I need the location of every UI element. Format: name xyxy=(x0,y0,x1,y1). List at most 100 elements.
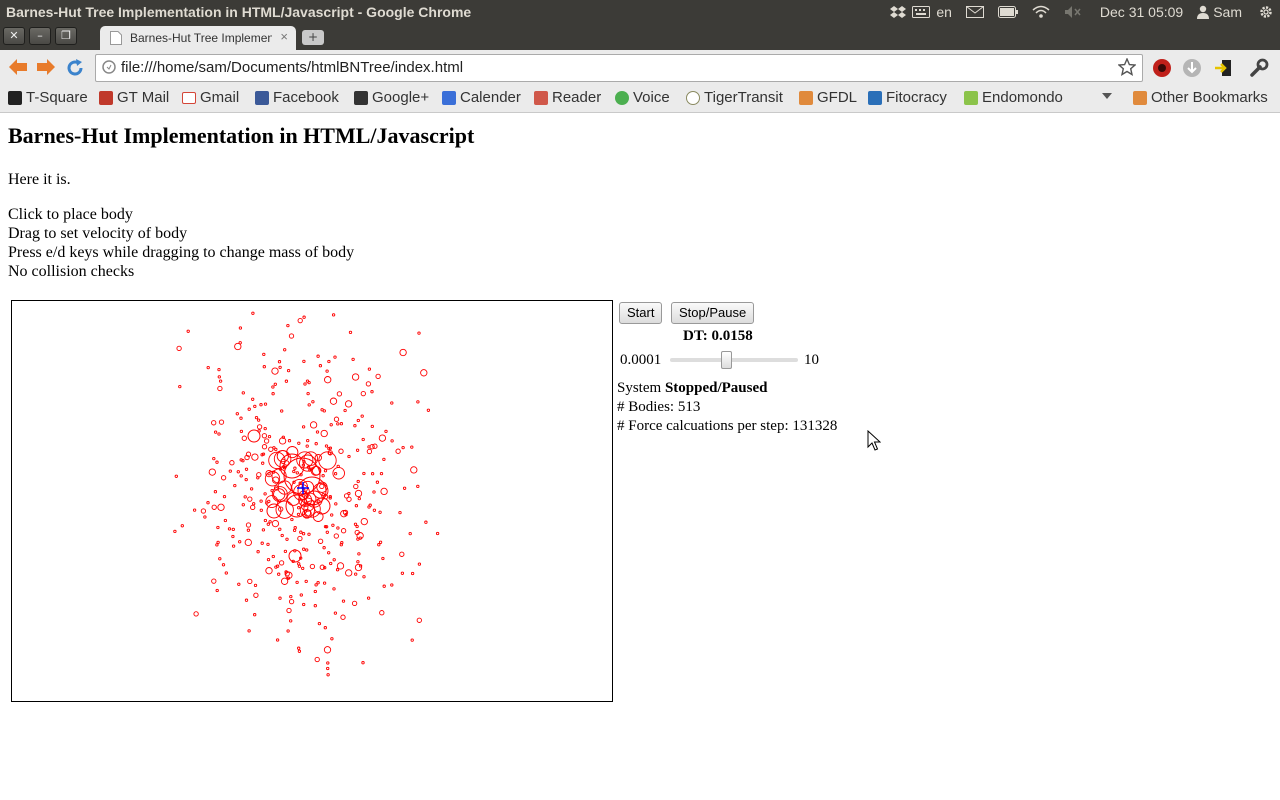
tab-close-icon[interactable]: × xyxy=(280,29,288,44)
body-circle xyxy=(263,426,267,431)
body-circle xyxy=(278,596,282,600)
instruction-line: Click to place body xyxy=(8,206,133,223)
body-circle xyxy=(259,403,263,407)
body-circle xyxy=(239,458,243,462)
body-circle xyxy=(251,453,259,461)
bookmark-facebook[interactable]: Facebook xyxy=(255,89,339,106)
body-circle xyxy=(293,526,297,530)
dt-slider[interactable] xyxy=(670,351,798,369)
bookmark-reader[interactable]: Reader xyxy=(534,89,601,106)
bookmark-calendar[interactable]: Calender xyxy=(442,89,521,106)
bookmark-fitocracy[interactable]: Fitocracy xyxy=(868,89,947,106)
body-circle xyxy=(311,400,315,404)
body-circle xyxy=(378,434,387,442)
back-icon[interactable] xyxy=(8,58,28,80)
body-circle xyxy=(317,499,321,503)
user-name[interactable]: Sam xyxy=(1213,4,1242,20)
volume-muted-icon[interactable] xyxy=(1064,5,1082,19)
dropbox-icon[interactable] xyxy=(890,5,907,19)
url-text[interactable]: file:///home/sam/Documents/htmlBNTree/in… xyxy=(121,59,464,76)
bodies-layer[interactable] xyxy=(12,301,612,701)
window-close-icon[interactable]: ✕ xyxy=(3,27,25,45)
bookmark-endomondo[interactable]: Endomondo xyxy=(964,89,1063,106)
bookmark-tsquare[interactable]: T-Square xyxy=(8,89,88,106)
body-circle xyxy=(211,578,217,584)
body-circle xyxy=(186,329,190,333)
body-circle xyxy=(354,504,359,508)
body-circle xyxy=(390,439,394,443)
body-circle xyxy=(333,533,339,539)
body-circle xyxy=(410,638,414,642)
bookmark-other[interactable]: Other Bookmarks xyxy=(1133,89,1268,106)
facebook-icon xyxy=(255,90,269,105)
body-circle xyxy=(336,391,343,397)
address-bar[interactable]: file:///home/sam/Documents/htmlBNTree/in… xyxy=(95,54,1143,82)
body-circle xyxy=(247,496,253,502)
extension-download-icon[interactable] xyxy=(1182,58,1202,82)
window-restore-icon[interactable]: ❐ xyxy=(55,27,77,45)
bookmark-tigertransit[interactable]: TigerTransit xyxy=(686,89,783,106)
body-circle xyxy=(292,469,296,474)
gear-icon[interactable] xyxy=(1258,4,1274,20)
fitocracy-icon xyxy=(868,90,882,105)
simulation-canvas[interactable] xyxy=(11,300,613,702)
browser-tab[interactable]: Barnes-Hut Tree Implemen × xyxy=(100,26,296,50)
new-tab-icon[interactable]: + xyxy=(302,30,324,45)
body-circle xyxy=(244,598,249,602)
keyboard-icon[interactable] xyxy=(912,6,931,18)
body-circle xyxy=(395,448,401,454)
bookmark-star-icon[interactable] xyxy=(1117,57,1137,80)
user-icon[interactable] xyxy=(1197,5,1210,19)
body-circle xyxy=(426,408,431,412)
body-circle xyxy=(356,532,364,540)
battery-icon[interactable] xyxy=(997,6,1018,18)
body-circle xyxy=(281,435,285,439)
body-circle xyxy=(287,439,292,443)
body-circle xyxy=(271,385,275,389)
body-circle xyxy=(246,528,251,532)
mail-icon[interactable] xyxy=(965,6,984,18)
body-circle xyxy=(302,359,306,364)
forward-icon[interactable] xyxy=(36,58,56,80)
wrench-icon[interactable] xyxy=(1249,58,1269,82)
googleplus-icon xyxy=(354,90,368,105)
body-circle xyxy=(370,424,374,429)
clock[interactable]: Dec 31 05:09 xyxy=(1099,4,1184,20)
page-info-icon[interactable] xyxy=(102,60,116,78)
keyboard-layout-label[interactable]: en xyxy=(936,4,952,20)
body-circle xyxy=(278,527,282,531)
bookmarks-overflow-icon[interactable] xyxy=(1102,92,1112,100)
bookmark-gtmail[interactable]: GT Mail xyxy=(99,89,169,106)
dt-slider-thumb[interactable] xyxy=(721,351,732,369)
body-circle xyxy=(309,563,316,570)
body-circle xyxy=(354,489,363,498)
body-circle xyxy=(271,392,275,396)
body-circle xyxy=(268,446,274,452)
extension-arrow-icon[interactable] xyxy=(1213,58,1233,82)
body-circle xyxy=(323,646,332,654)
body-circle xyxy=(302,602,306,607)
bookmark-gmail[interactable]: Gmail xyxy=(182,89,239,106)
body-circle xyxy=(306,391,310,396)
body-circle xyxy=(322,409,326,413)
wifi-icon[interactable] xyxy=(1032,5,1050,19)
bookmark-gfdl[interactable]: GFDL xyxy=(799,89,857,106)
body-circle xyxy=(408,531,412,536)
window-minimize-icon[interactable]: – xyxy=(29,27,51,45)
start-button[interactable]: Start xyxy=(619,302,663,324)
body-circle xyxy=(211,420,217,426)
bookmark-googleplus[interactable]: Google+ xyxy=(354,89,429,106)
body-circle xyxy=(372,443,378,449)
body-circle xyxy=(231,534,235,539)
body-circle xyxy=(283,348,287,352)
body-circle xyxy=(295,471,299,475)
body-circle xyxy=(275,564,280,568)
body-circle xyxy=(361,437,365,442)
status-line: System Stopped/Paused xyxy=(617,380,767,397)
body-circle xyxy=(262,365,266,369)
body-circle xyxy=(271,367,279,375)
reload-icon[interactable] xyxy=(65,58,85,82)
extension-red-icon[interactable] xyxy=(1152,58,1172,82)
stop-pause-button[interactable]: Stop/Pause xyxy=(671,302,755,324)
bookmark-voice[interactable]: Voice xyxy=(615,89,670,106)
